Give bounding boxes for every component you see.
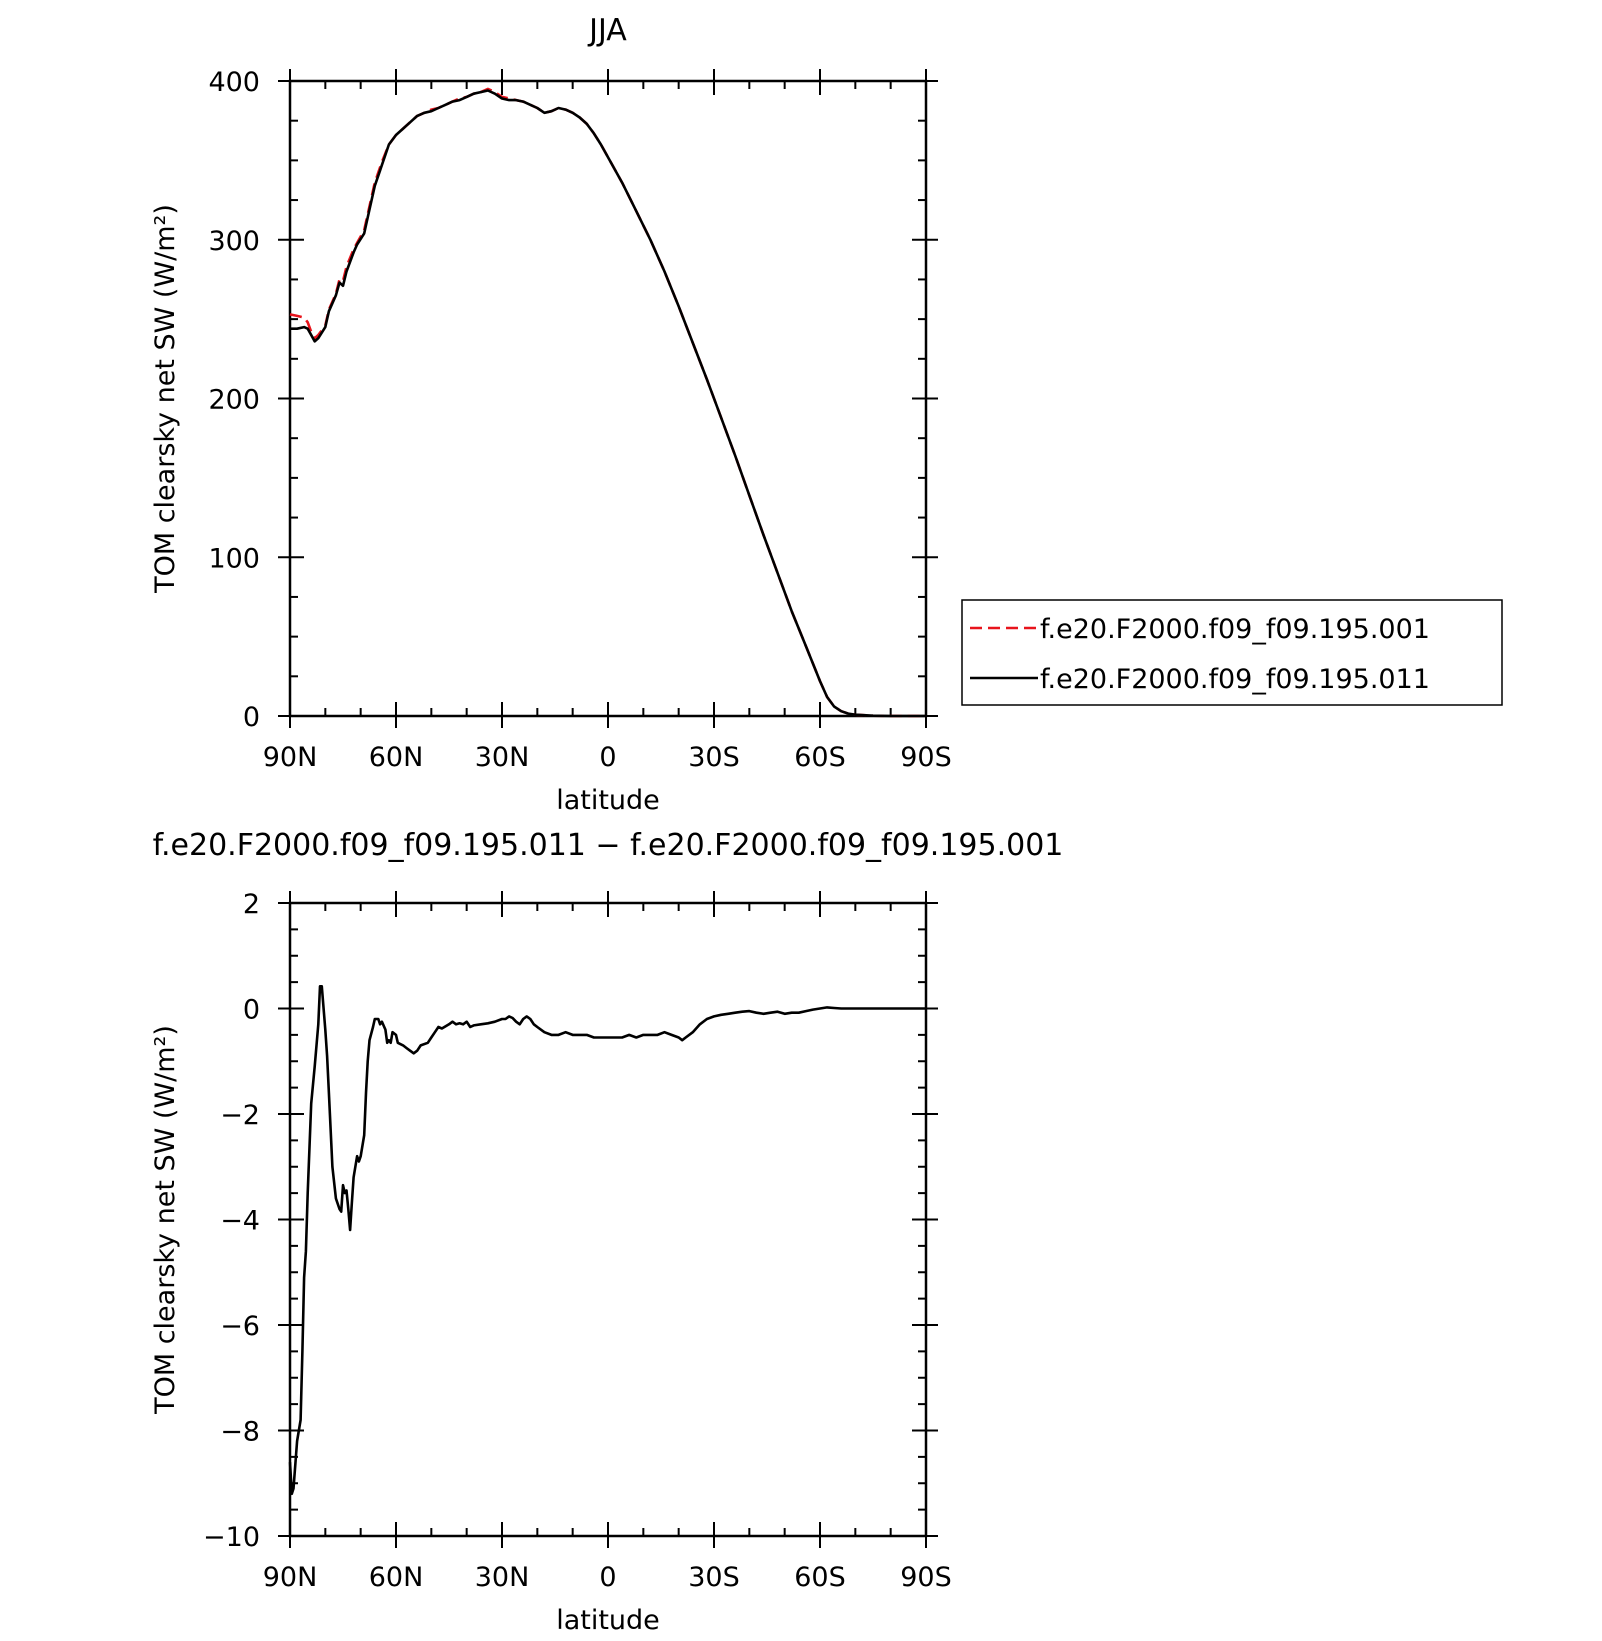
x-tick-label: 60N — [369, 742, 424, 773]
legend-box — [961, 599, 1503, 706]
y-tick-label: −8 — [220, 1417, 260, 1448]
x-axis-title: latitude — [556, 1605, 660, 1636]
x-tick-label: 30S — [688, 1562, 740, 1593]
series-line-0 — [289, 87, 926, 718]
chart-title: JJA — [587, 13, 627, 48]
plot-frame — [288, 79, 928, 718]
x-tick-label: 0 — [599, 1562, 616, 1593]
y-tick-label: −10 — [203, 1522, 260, 1553]
x-axis-title: latitude — [556, 785, 660, 816]
y-tick-label: −2 — [220, 1100, 260, 1131]
x-tick-label: 60S — [794, 742, 846, 773]
x-tick-label: 30N — [475, 742, 530, 773]
x-tick-label: 90N — [263, 742, 318, 773]
chart-title: f.e20.F2000.f09_f09.195.011 − f.e20.F200… — [153, 828, 1064, 863]
bottom-panel-difference: f.e20.F2000.f09_f09.195.011 − f.e20.F200… — [150, 828, 1063, 1636]
x-tick-label: 60S — [794, 1562, 846, 1593]
y-tick-label: 2 — [243, 889, 260, 920]
x-tick-label: 30S — [688, 742, 740, 773]
x-tick-label: 60N — [369, 1562, 424, 1593]
series-line-0 — [288, 985, 926, 1496]
y-tick-label: −6 — [220, 1311, 260, 1342]
y-axis-title: TOM clearsky net SW (W/m²) — [150, 204, 181, 594]
y-axis-title: TOM clearsky net SW (W/m²) — [150, 1025, 181, 1415]
legend-label: f.e20.F2000.f09_f09.195.001 — [1040, 614, 1430, 645]
x-tick-label: 90S — [900, 1562, 952, 1593]
y-tick-label: 0 — [243, 995, 260, 1026]
y-tick-label: 0 — [243, 702, 260, 733]
y-tick-label: 400 — [208, 67, 260, 98]
y-tick-label: 300 — [208, 226, 260, 257]
x-tick-label: 30N — [475, 1562, 530, 1593]
y-tick-label: −4 — [220, 1206, 260, 1237]
y-tick-label: 200 — [208, 385, 260, 416]
top-panel-jja: JJA 90N 60N 30N 0 30S 60S 90S 0 100 200 300 400 latit… — [150, 13, 1503, 816]
x-tick-label: 0 — [599, 742, 616, 773]
series-line-1 — [290, 89, 926, 718]
x-tick-label: 90N — [263, 1562, 318, 1593]
plot-frame — [288, 901, 928, 1538]
x-tick-label: 90S — [900, 742, 952, 773]
legend-label: f.e20.F2000.f09_f09.195.011 — [1040, 664, 1430, 695]
y-tick-label: 100 — [208, 543, 260, 574]
